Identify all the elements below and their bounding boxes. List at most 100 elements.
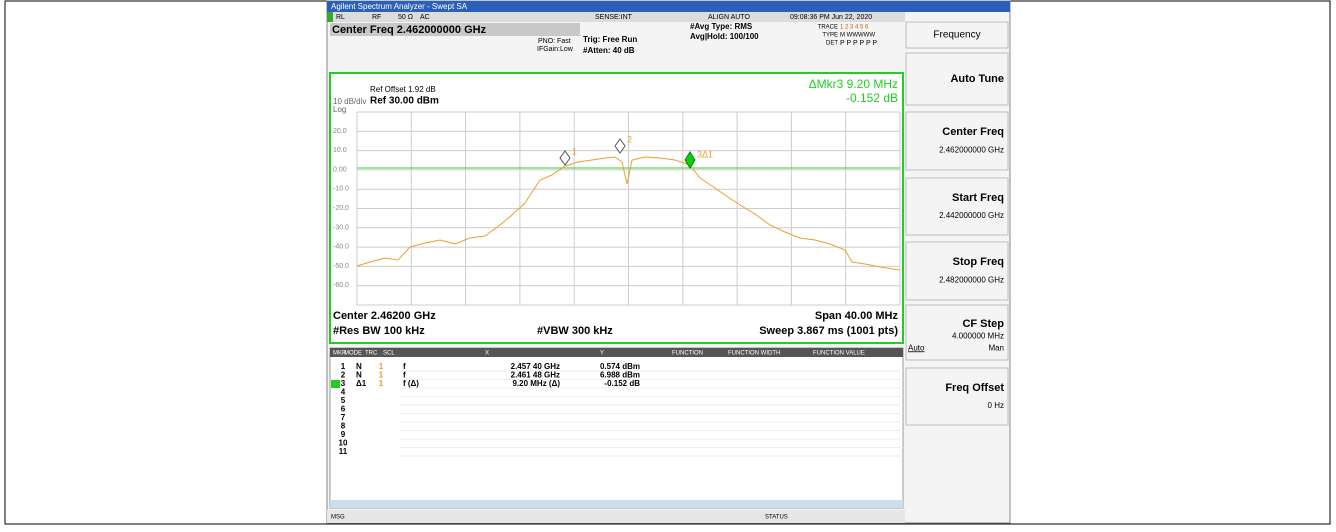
table-header-cell: X	[485, 351, 489, 357]
table-cell: 2.461 48 GHz	[511, 371, 560, 380]
softkey[interactable]	[905, 52, 1009, 106]
trace	[356, 156, 901, 271]
y-label: -40.0	[333, 244, 349, 251]
status: RF	[372, 14, 381, 21]
y-label: 20.0	[333, 128, 347, 135]
softkey[interactable]	[905, 111, 1009, 171]
sweep: Sweep 3.867 ms (1001 pts)	[759, 325, 898, 337]
table-cell: 7	[341, 413, 346, 422]
softkey-label: Auto Tune	[950, 73, 1004, 85]
table-cell: 9	[341, 430, 346, 439]
table-cell: 1	[379, 362, 384, 371]
softkey-label: Start Freq	[952, 192, 1004, 204]
softkey-label: Center Freq	[942, 126, 1004, 138]
y-label: -50.0	[333, 263, 349, 270]
table-cell: N	[356, 362, 362, 371]
softkey-value: 2.482000000 GHz	[939, 275, 1004, 284]
softkey-label: Freq Offset	[945, 382, 1004, 394]
status: ALIGN AUTO	[708, 14, 750, 21]
softkey-value: 2.462000000 GHz	[939, 145, 1004, 154]
softkey[interactable]	[905, 241, 1009, 301]
table-cell: 1	[379, 371, 384, 380]
log: Log	[333, 105, 346, 114]
softkey[interactable]	[905, 177, 1009, 236]
marker-label: 1	[572, 146, 577, 156]
status: AC	[420, 14, 430, 21]
y-label: -10.0	[333, 186, 349, 193]
avg-hold: Avg|Hold: 100/100	[690, 32, 759, 41]
center-box	[330, 23, 580, 36]
softkey-value: 4.000000 MHz	[952, 331, 1004, 340]
delta-marker: ΔMkr3 9.20 MHz	[809, 77, 898, 91]
status: 09:08:36 PM Jun 22, 2020	[790, 14, 872, 21]
table-cell: f	[403, 371, 406, 380]
status-bar	[327, 12, 905, 22]
softkey-option: Auto	[908, 343, 925, 352]
table-cell: 5	[341, 396, 346, 405]
center-freq: Center Freq 2.462000000 GHz	[332, 24, 487, 36]
table-header-cell: SCL	[383, 351, 395, 357]
marker-label: 2	[627, 134, 632, 144]
softkey[interactable]	[905, 304, 1009, 361]
scrollbar	[330, 500, 903, 508]
table-cell: Δ1	[356, 379, 367, 388]
trace: TRACE	[818, 25, 838, 31]
softkeys: Frequency Auto Tune Center Freq 2.462000000…	[905, 21, 1009, 426]
title: Agilent Spectrum Analyzer - Swept SA	[331, 2, 468, 11]
y-label: -20.0	[333, 205, 349, 212]
y-label: 10.0	[333, 147, 347, 154]
softkey-value: 2.442000000 GHz	[939, 211, 1004, 220]
marker-table	[329, 347, 904, 509]
table-cell: f (Δ)	[403, 379, 419, 388]
trig: Trig: Free Run	[583, 35, 637, 44]
table-header	[330, 348, 903, 357]
table-header-cell: FUNCTION VALUE	[813, 351, 865, 357]
table-cell: 2.457 40 GHz	[511, 362, 560, 371]
det-val: P P P P P P	[840, 40, 877, 47]
table-header-cell: FUNCTION	[672, 351, 703, 357]
table-cell: 1	[379, 379, 384, 388]
table-header-cell: MKR	[333, 351, 347, 357]
table-cell: 1	[341, 362, 346, 371]
ref: Ref 30.00 dBm	[370, 96, 439, 107]
marker-label: 3Δ1	[697, 149, 713, 159]
table-cell: 9.20 MHz (Δ)	[512, 379, 560, 388]
rbw: #Res BW 100 kHz	[333, 325, 425, 337]
type-val: M WWWWW	[840, 33, 875, 39]
table-cell: 0.574 dBm	[600, 362, 640, 371]
marker-1	[559, 150, 571, 166]
status-label: STATUS	[765, 515, 788, 521]
row-highlight	[331, 380, 340, 388]
trace-nums: 1 2 3 4 5 6	[840, 25, 869, 31]
table-header-cell: TRC	[365, 351, 378, 357]
table-cell: 8	[341, 422, 346, 431]
title-bar	[327, 1, 1010, 12]
marker-3	[684, 151, 696, 169]
y-label: -30.0	[333, 224, 349, 231]
status-led	[327, 12, 333, 22]
table-header-cell: MODE	[344, 351, 362, 357]
softkey-label: Stop Freq	[953, 256, 1004, 268]
msg: MSG	[331, 515, 345, 521]
menu-title: Frequency	[933, 30, 980, 41]
y-label: -60.0	[333, 282, 349, 289]
table-cell: 11	[339, 447, 348, 456]
table-cell: 6.988 dBm	[600, 371, 640, 380]
table-header-cell: Y	[600, 351, 604, 357]
vbw: #VBW 300 kHz	[537, 325, 613, 337]
y-label: 0.00	[333, 166, 347, 173]
softkey-value: 0 Hz	[988, 401, 1004, 410]
status: 50 Ω	[398, 14, 413, 21]
center: Center 2.46200 GHz	[333, 310, 436, 322]
softkey[interactable]	[905, 367, 1009, 426]
delta-value: -0.152 dB	[846, 91, 898, 105]
marker-2	[614, 138, 626, 154]
table-cell: 6	[341, 405, 346, 414]
det: DET	[826, 41, 838, 47]
status: SENSE:INT	[595, 14, 633, 21]
pno: PNO: Fast	[538, 38, 571, 45]
table-cell: f	[403, 362, 406, 371]
